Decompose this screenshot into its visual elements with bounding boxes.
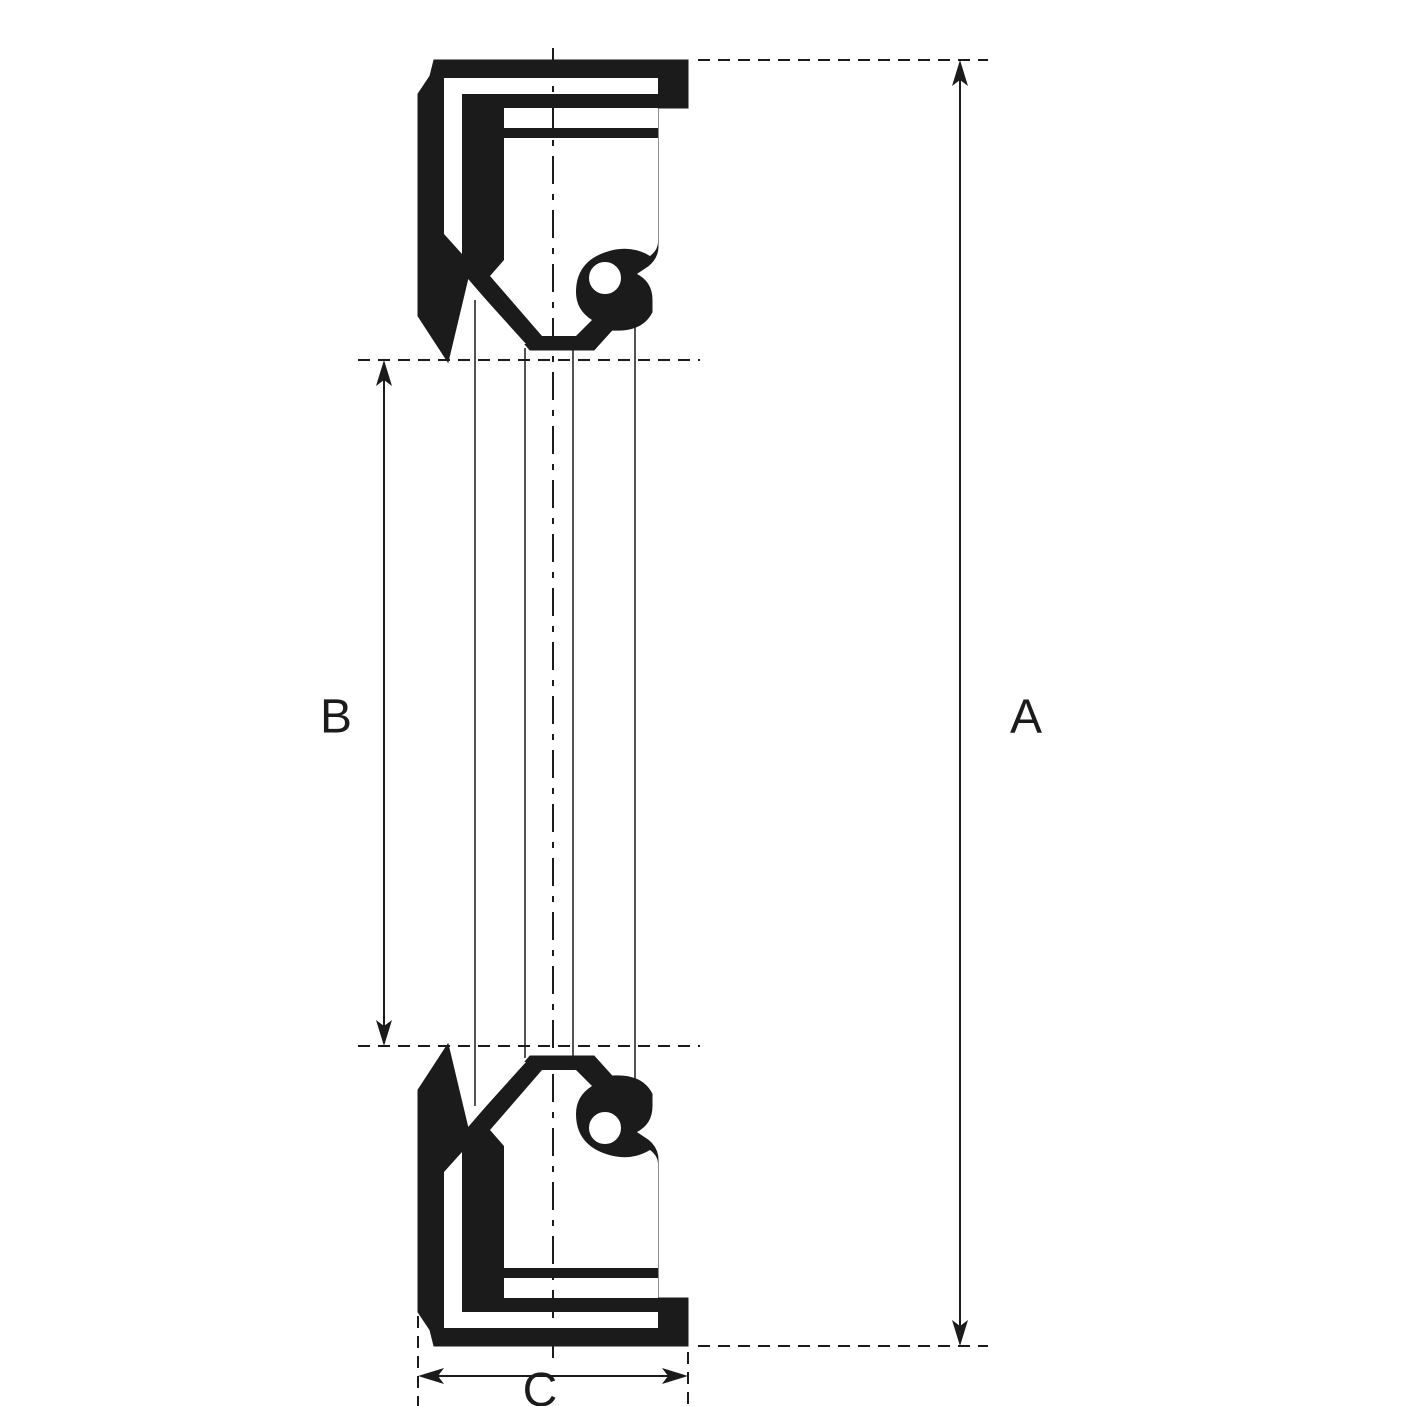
dimension-a-label: A bbox=[1010, 691, 1042, 744]
dimension-c-label: C bbox=[523, 1364, 558, 1406]
spring-inner-bottom bbox=[588, 1111, 622, 1145]
vertical-thin-lines bbox=[475, 300, 635, 1106]
spring-inner-top bbox=[588, 261, 622, 295]
dimension-b-label: B bbox=[320, 691, 352, 744]
profile-notch-bottom bbox=[504, 1278, 658, 1298]
dimension-a bbox=[698, 60, 988, 1346]
profile-notch-top bbox=[504, 108, 658, 128]
dimension-b bbox=[358, 360, 700, 1046]
seal-diagram: A B C bbox=[0, 0, 1406, 1406]
